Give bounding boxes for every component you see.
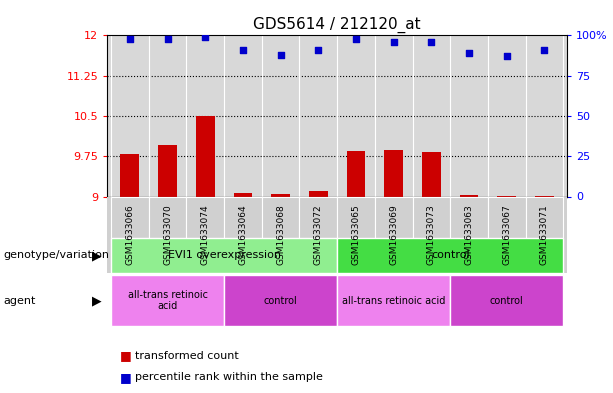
Text: GSM1633064: GSM1633064 — [238, 204, 248, 265]
Bar — [460, 195, 479, 196]
Point — [313, 47, 323, 53]
Text: ▶: ▶ — [91, 294, 101, 307]
Bar — [346, 151, 365, 196]
Text: GSM1633070: GSM1633070 — [163, 204, 172, 265]
Point — [539, 47, 549, 53]
Point — [200, 34, 210, 40]
Point — [238, 47, 248, 53]
Text: GSM1633065: GSM1633065 — [351, 204, 360, 265]
Text: genotype/variation: genotype/variation — [3, 250, 109, 261]
Text: GSM1633063: GSM1633063 — [465, 204, 474, 265]
Bar — [158, 145, 177, 196]
Text: GSM1633069: GSM1633069 — [389, 204, 398, 265]
Point — [389, 39, 398, 45]
Text: control: control — [431, 250, 470, 261]
Text: EVI1 overexpression: EVI1 overexpression — [167, 250, 281, 261]
Point — [276, 51, 286, 58]
Bar — [121, 154, 139, 196]
Bar — [384, 150, 403, 196]
Point — [351, 35, 361, 42]
Bar — [196, 116, 215, 196]
Text: GSM1633073: GSM1633073 — [427, 204, 436, 265]
Text: GSM1633071: GSM1633071 — [540, 204, 549, 265]
Text: all-trans retinoic
acid: all-trans retinoic acid — [128, 290, 208, 311]
Text: GSM1633074: GSM1633074 — [200, 204, 210, 265]
Text: control: control — [264, 296, 297, 306]
Text: GSM1633067: GSM1633067 — [502, 204, 511, 265]
Point — [162, 35, 172, 42]
Text: GSM1633066: GSM1633066 — [126, 204, 134, 265]
Text: ▶: ▶ — [91, 249, 101, 262]
Text: ■: ■ — [120, 371, 131, 384]
Text: GSM1633068: GSM1633068 — [276, 204, 285, 265]
Title: GDS5614 / 212120_at: GDS5614 / 212120_at — [253, 17, 421, 33]
Text: agent: agent — [3, 296, 36, 306]
Point — [125, 35, 135, 42]
Text: ■: ■ — [120, 349, 131, 362]
Point — [502, 53, 512, 59]
Point — [427, 39, 436, 45]
Text: all-trans retinoic acid: all-trans retinoic acid — [342, 296, 446, 306]
Bar — [422, 152, 441, 196]
Bar — [309, 191, 328, 196]
Bar — [271, 195, 290, 196]
Text: percentile rank within the sample: percentile rank within the sample — [135, 372, 322, 382]
Text: GSM1633072: GSM1633072 — [314, 204, 323, 265]
Point — [464, 50, 474, 56]
Bar — [234, 193, 253, 196]
Text: transformed count: transformed count — [135, 351, 238, 361]
Text: control: control — [490, 296, 524, 306]
